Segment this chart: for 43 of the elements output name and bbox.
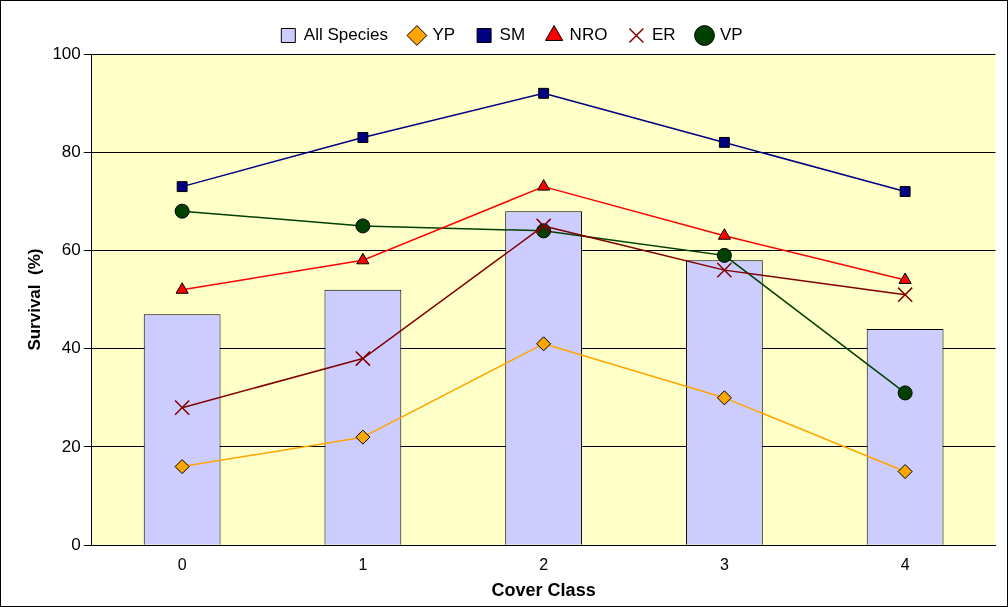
point <box>897 385 913 401</box>
legend-label: YP <box>432 25 456 45</box>
x-tick-label: 4 <box>900 556 910 574</box>
legend-label: VP <box>719 25 743 45</box>
point <box>174 459 190 475</box>
point <box>176 181 188 193</box>
point <box>355 350 371 367</box>
y-tick-label: 40 <box>61 338 81 358</box>
point <box>536 336 552 352</box>
legend-label: SM <box>499 25 526 45</box>
point <box>897 286 913 303</box>
point <box>716 262 733 278</box>
point <box>535 218 552 234</box>
y-axis-title: Survival (%) <box>24 248 44 351</box>
point <box>356 252 370 265</box>
point <box>718 136 730 148</box>
y-tick-label: 20 <box>61 436 81 456</box>
x-tick-label: 1 <box>358 556 368 574</box>
point <box>537 179 551 191</box>
x-axis-title: Cover Class <box>491 580 596 601</box>
point <box>897 464 913 480</box>
point <box>538 87 550 99</box>
point <box>899 186 911 197</box>
point <box>717 228 731 240</box>
y-tick-label: 60 <box>61 240 81 260</box>
legend-label: ER <box>651 25 676 45</box>
point <box>898 272 912 284</box>
point <box>355 429 371 445</box>
point <box>357 132 369 143</box>
point <box>175 282 189 294</box>
legend-label: NRO <box>569 25 608 45</box>
y-tick-label: 80 <box>61 141 81 161</box>
point <box>716 247 732 263</box>
x-tick-label: 2 <box>539 556 549 574</box>
point <box>355 218 371 234</box>
x-tick-label: 0 <box>177 556 187 574</box>
point <box>174 203 190 219</box>
y-tick-label: 100 <box>52 43 81 63</box>
point <box>716 390 732 406</box>
legend-label: All Species <box>303 25 388 45</box>
y-tick-label: 0 <box>71 534 81 554</box>
x-tick-label: 3 <box>719 556 729 574</box>
point <box>174 399 190 416</box>
